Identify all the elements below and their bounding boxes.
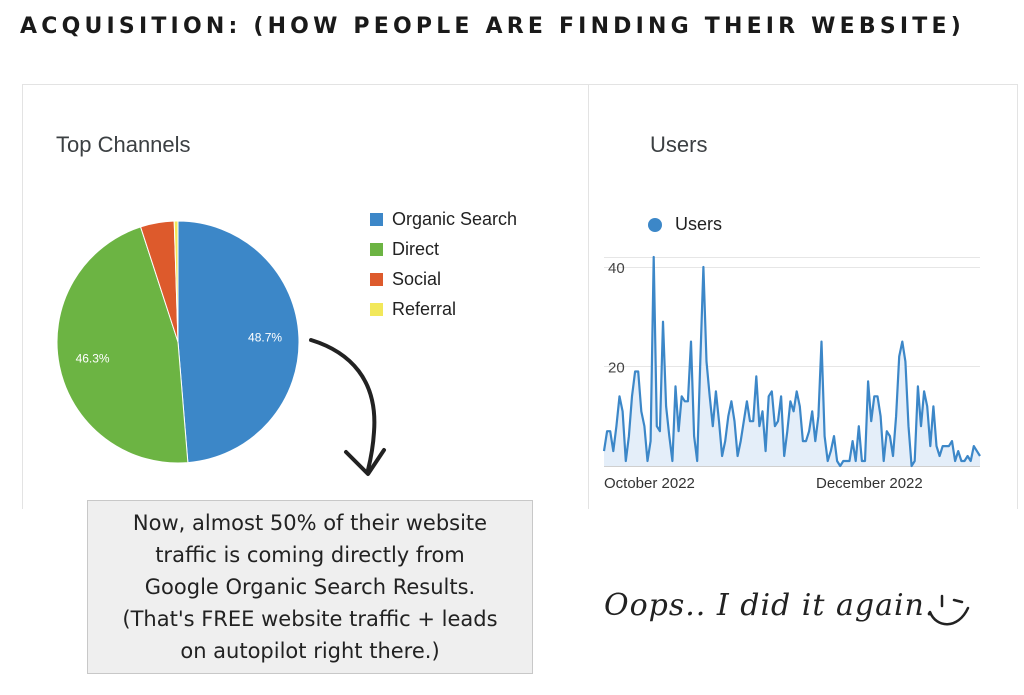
legend-item-direct[interactable]: Direct <box>370 234 517 264</box>
callout-line: Google Organic Search Results. <box>144 575 476 599</box>
legend-item-organic-search[interactable]: Organic Search <box>370 204 517 234</box>
users-legend-dot <box>648 217 662 232</box>
legend-swatch <box>370 212 383 226</box>
x-axis-label: October 2022 <box>604 475 695 492</box>
callout-line: Now, almost 50% of their website <box>132 511 488 535</box>
legend-label: Direct <box>392 238 440 259</box>
users-legend-label: Users <box>675 214 723 234</box>
callout-line: traffic is coming directly from <box>155 543 465 567</box>
panel-top-border <box>22 84 1018 85</box>
pie-legend: Organic Search Direct Social Referral <box>370 204 517 324</box>
callout-box: Now, almost 50% of their website traffic… <box>87 500 533 674</box>
callout-line: (That's FREE website traffic + leads <box>122 607 498 631</box>
legend-item-referral[interactable]: Referral <box>370 294 517 324</box>
curved-arrow-icon <box>309 338 386 476</box>
legend-label: Social <box>392 268 442 289</box>
panel-left-border <box>22 84 23 509</box>
pie-slice-referral[interactable] <box>173 220 179 343</box>
legend-item-social[interactable]: Social <box>370 264 517 294</box>
users-chart-title: Users <box>650 132 708 157</box>
x-axis-label: December 2022 <box>816 475 923 492</box>
pie-slice-organic-search[interactable] <box>177 220 300 464</box>
legend-swatch <box>370 242 383 256</box>
y-tick-label: 40 <box>608 260 625 277</box>
top-channels-title: Top Channels <box>56 132 191 157</box>
page-heading: ACQUISITION: (HOW PEOPLE ARE FINDING THE… <box>20 14 965 39</box>
pie-data-label: 48.7% <box>248 331 282 345</box>
legend-label: Referral <box>392 298 457 319</box>
panel-right-border <box>1017 84 1018 509</box>
callout-line: on autopilot right there.) <box>180 639 440 663</box>
signature-text: Oops.. I did it again. <box>604 588 936 623</box>
legend-swatch <box>370 302 383 316</box>
users-area-fill <box>604 257 980 466</box>
pie-data-label: 46.3% <box>76 351 110 365</box>
legend-label: Organic Search <box>392 208 518 229</box>
panel-divider <box>588 84 589 509</box>
legend-swatch <box>370 272 383 286</box>
pie-slice-direct[interactable] <box>56 226 189 464</box>
users-legend[interactable]: Users <box>648 214 722 235</box>
callout-text: Now, almost 50% of their website traffic… <box>122 507 497 667</box>
users-series-line[interactable] <box>602 255 981 468</box>
y-tick-label: 20 <box>608 359 625 376</box>
